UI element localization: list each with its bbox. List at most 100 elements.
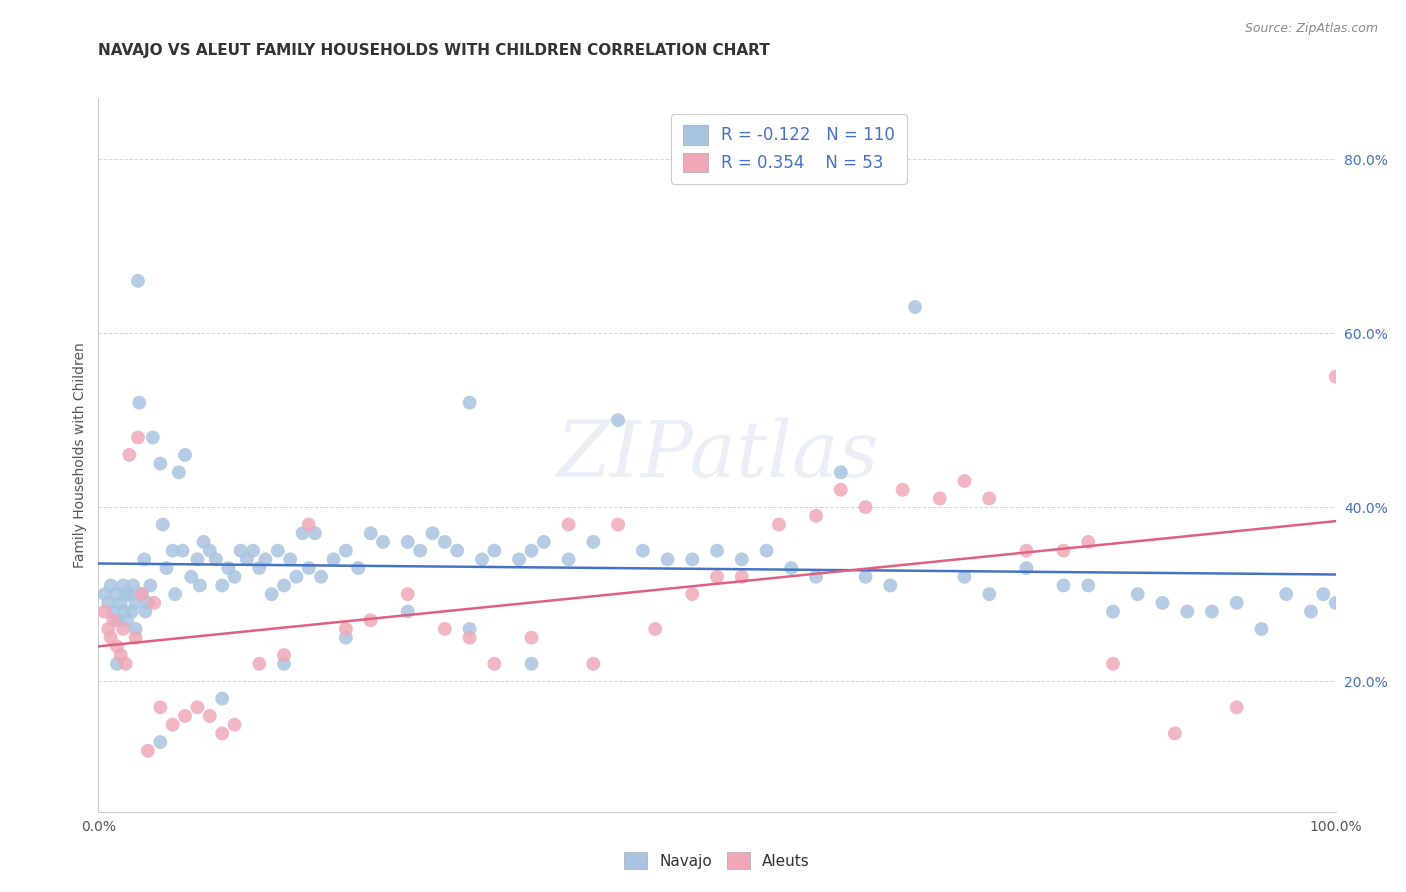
Point xyxy=(953,474,976,488)
Point xyxy=(520,543,543,558)
Point xyxy=(484,543,506,558)
Point xyxy=(93,587,115,601)
Point xyxy=(520,631,543,645)
Point xyxy=(458,622,481,636)
Point xyxy=(211,578,233,592)
Point xyxy=(304,526,326,541)
Y-axis label: Family Households with Children: Family Households with Children xyxy=(73,342,87,568)
Point xyxy=(360,613,382,627)
Point xyxy=(731,552,754,566)
Point xyxy=(904,300,927,314)
Point xyxy=(484,657,506,671)
Point xyxy=(804,508,827,523)
Point xyxy=(152,517,174,532)
Point xyxy=(112,605,135,619)
Point xyxy=(267,543,290,558)
Point xyxy=(174,448,197,462)
Point xyxy=(1312,587,1334,601)
Point xyxy=(260,587,283,601)
Point xyxy=(162,717,184,731)
Point xyxy=(278,552,301,566)
Point xyxy=(396,587,419,601)
Point xyxy=(1102,657,1125,671)
Point xyxy=(706,543,728,558)
Point xyxy=(247,657,270,671)
Point xyxy=(755,543,778,558)
Point xyxy=(273,578,295,592)
Point xyxy=(631,543,654,558)
Text: Source: ZipAtlas.com: Source: ZipAtlas.com xyxy=(1244,22,1378,36)
Point xyxy=(124,622,146,636)
Point xyxy=(879,578,901,592)
Point xyxy=(298,517,321,532)
Point xyxy=(396,535,419,549)
Point xyxy=(409,543,432,558)
Point xyxy=(422,526,444,541)
Point xyxy=(127,274,149,288)
Point xyxy=(706,570,728,584)
Point xyxy=(122,578,145,592)
Point xyxy=(127,430,149,444)
Point xyxy=(607,517,630,532)
Point xyxy=(155,561,177,575)
Point xyxy=(149,700,172,714)
Point xyxy=(186,700,208,714)
Point xyxy=(105,613,128,627)
Point xyxy=(458,631,481,645)
Point xyxy=(105,657,128,671)
Point xyxy=(273,657,295,671)
Point xyxy=(891,483,914,497)
Point xyxy=(242,543,264,558)
Point xyxy=(1275,587,1298,601)
Point xyxy=(104,587,127,601)
Point xyxy=(582,657,605,671)
Point xyxy=(1175,605,1198,619)
Point xyxy=(247,561,270,575)
Point xyxy=(533,535,555,549)
Point xyxy=(131,587,153,601)
Point xyxy=(360,526,382,541)
Point xyxy=(780,561,803,575)
Point xyxy=(607,413,630,427)
Point xyxy=(136,596,159,610)
Point xyxy=(285,570,308,584)
Point xyxy=(134,605,156,619)
Point xyxy=(100,578,122,592)
Point xyxy=(855,570,877,584)
Point xyxy=(1052,543,1074,558)
Point xyxy=(167,466,190,480)
Point xyxy=(979,587,1001,601)
Point xyxy=(830,483,852,497)
Point xyxy=(124,596,146,610)
Point xyxy=(118,448,141,462)
Point xyxy=(1015,561,1038,575)
Point xyxy=(1077,535,1099,549)
Point xyxy=(128,395,150,409)
Point xyxy=(347,561,370,575)
Point xyxy=(1164,726,1187,740)
Point xyxy=(103,605,125,619)
Point xyxy=(1250,622,1272,636)
Text: NAVAJO VS ALEUT FAMILY HOUSEHOLDS WITH CHILDREN CORRELATION CHART: NAVAJO VS ALEUT FAMILY HOUSEHOLDS WITH C… xyxy=(98,43,770,58)
Point xyxy=(114,657,136,671)
Point xyxy=(508,552,530,566)
Point xyxy=(162,543,184,558)
Point xyxy=(174,709,197,723)
Point xyxy=(446,543,468,558)
Point xyxy=(681,587,703,601)
Point xyxy=(458,395,481,409)
Point xyxy=(198,543,221,558)
Point xyxy=(149,457,172,471)
Point xyxy=(1052,578,1074,592)
Point xyxy=(335,631,357,645)
Point xyxy=(118,587,141,601)
Point xyxy=(1077,578,1099,592)
Point xyxy=(1226,700,1249,714)
Point xyxy=(309,570,332,584)
Point xyxy=(236,552,259,566)
Point xyxy=(644,622,666,636)
Point xyxy=(731,570,754,584)
Point xyxy=(142,430,165,444)
Point xyxy=(124,631,146,645)
Point xyxy=(180,570,202,584)
